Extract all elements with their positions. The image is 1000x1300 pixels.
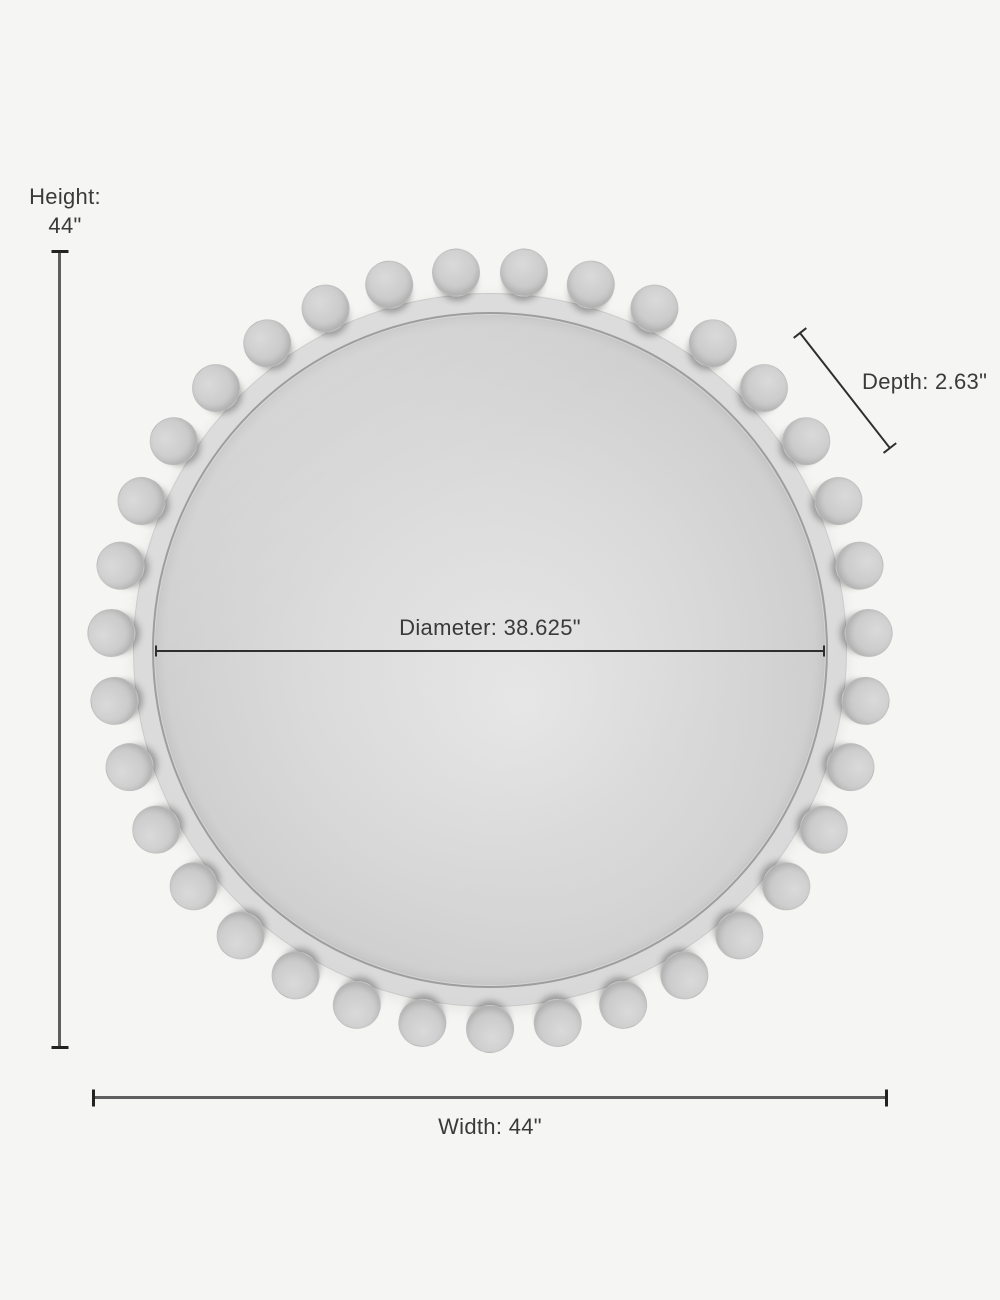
depth-label-value: 2.63" (935, 369, 988, 394)
height-dimension-line (51, 250, 68, 1049)
width-dimension-line (92, 1089, 888, 1106)
diameter-dimension-line (155, 645, 825, 657)
height-dimension-label: Height: 44" (5, 182, 125, 240)
height-line-bottom-cap (51, 1046, 68, 1049)
width-label-name: Width: (438, 1114, 503, 1139)
diameter-dimension-label: Diameter: 38.625" (155, 613, 825, 642)
frame-bead (497, 246, 551, 299)
diameter-line-right-cap (823, 645, 825, 657)
depth-dimension-label: Depth: 2.63" (862, 367, 987, 396)
width-line-left-cap (92, 1089, 95, 1106)
height-label-name: Height: (29, 184, 101, 209)
frame-bead (843, 607, 894, 659)
frame-bead (466, 1005, 514, 1053)
depth-label-name: Depth: (862, 369, 929, 394)
width-dimension-label: Width: 44" (92, 1112, 888, 1141)
frame-bead (429, 246, 483, 299)
frame-bead (86, 607, 137, 659)
width-line-right-cap (885, 1089, 888, 1106)
height-line-top-cap (51, 250, 68, 253)
diameter-line-left-cap (155, 645, 157, 657)
height-label-value: 44" (48, 213, 82, 238)
diameter-label-value: 38.625" (503, 615, 581, 640)
frame-bead (87, 673, 142, 728)
frame-bead (838, 673, 893, 728)
width-label-value: 44" (508, 1114, 542, 1139)
diameter-label-name: Diameter: (399, 615, 498, 640)
